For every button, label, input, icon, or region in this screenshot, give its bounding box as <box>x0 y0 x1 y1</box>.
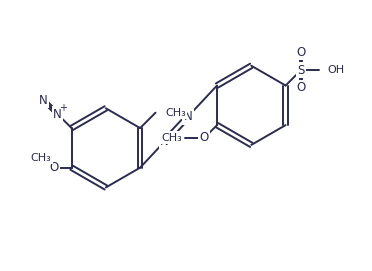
Text: CH₃: CH₃ <box>161 133 182 143</box>
Text: S: S <box>297 64 305 77</box>
Text: O: O <box>296 82 306 94</box>
Text: N: N <box>53 108 62 121</box>
Text: +: + <box>60 103 67 113</box>
Text: OH: OH <box>328 65 345 75</box>
Text: O: O <box>49 161 58 174</box>
Text: N: N <box>160 135 169 148</box>
Text: N: N <box>183 110 192 123</box>
Text: O: O <box>296 46 306 59</box>
Text: N: N <box>39 93 48 107</box>
Text: O: O <box>200 131 209 144</box>
Text: CH₃: CH₃ <box>166 108 186 118</box>
Text: CH₃: CH₃ <box>31 153 51 163</box>
